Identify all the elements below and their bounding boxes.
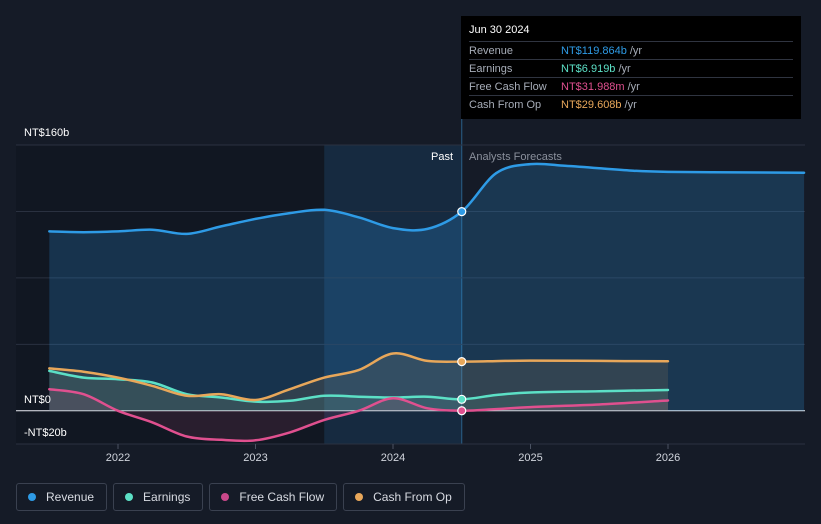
earnings-marker bbox=[457, 394, 467, 404]
legend: Revenue Earnings Free Cash Flow Cash Fro… bbox=[16, 483, 465, 511]
x-tick-label: 2024 bbox=[381, 452, 405, 464]
cash-from-op-line bbox=[48, 352, 670, 402]
y-axis-bottom-label: -NT$20b bbox=[24, 427, 67, 439]
tooltip-row-cash-from-op: Cash From Op NT$29.608b /yr bbox=[469, 95, 793, 113]
legend-label: Revenue bbox=[46, 490, 95, 504]
revenue-dot-icon bbox=[28, 493, 36, 501]
tooltip-label: Revenue bbox=[469, 44, 514, 57]
cash-from-op-dot-icon bbox=[355, 493, 364, 501]
tooltip-unit: /yr bbox=[629, 44, 643, 57]
series-lines bbox=[48, 162, 806, 443]
tooltip-label: Earnings bbox=[469, 62, 513, 75]
legend-label: Earnings bbox=[143, 490, 191, 504]
grid-lines bbox=[16, 144, 805, 445]
hover-markers bbox=[457, 207, 467, 416]
earnings-area bbox=[49, 370, 669, 411]
legend-item-cash-from-op[interactable]: Cash From Op bbox=[343, 483, 465, 511]
tooltip-value: NT$6.919b bbox=[561, 62, 616, 75]
legend-label: Cash From Op bbox=[373, 490, 452, 504]
tooltip-row-free-cash-flow: Free Cash Flow NT$31.988m /yr bbox=[469, 77, 793, 95]
tooltip-value: NT$119.864b bbox=[561, 44, 627, 57]
x-tick-label: 2026 bbox=[656, 452, 680, 464]
x-tick-label: 2025 bbox=[518, 452, 542, 464]
tooltip-value: NT$31.988m bbox=[561, 80, 625, 93]
x-axis-ticks: 2022 2023 2024 2025 2026 bbox=[106, 444, 680, 464]
legend-label: Free Cash Flow bbox=[239, 490, 325, 504]
tooltip-label: Cash From Op bbox=[469, 98, 542, 111]
revenue-marker bbox=[457, 207, 467, 217]
legend-item-free-cash-flow[interactable]: Free Cash Flow bbox=[209, 483, 338, 511]
earnings-line bbox=[48, 369, 670, 404]
recent-highlight-band bbox=[324, 145, 462, 444]
y-axis-top-label: NT$160b bbox=[24, 127, 69, 139]
tooltip-unit: /yr bbox=[627, 80, 640, 93]
tooltip-value: NT$29.608b bbox=[561, 98, 622, 111]
free-cash-flow-marker bbox=[457, 406, 467, 416]
y-axis-zero-label: NT$0 bbox=[24, 394, 51, 406]
tooltip: Jun 30 2024 Revenue NT$119.864b /yr Earn… bbox=[461, 16, 801, 119]
tooltip-row-revenue: Revenue NT$119.864b /yr bbox=[469, 41, 793, 59]
tooltip-label: Free Cash Flow bbox=[469, 80, 547, 93]
background-bands bbox=[16, 16, 463, 444]
past-label: Past bbox=[431, 151, 453, 163]
tooltip-date: Jun 30 2024 bbox=[469, 24, 530, 36]
free-cash-flow-line bbox=[48, 387, 670, 443]
earnings-dot-icon bbox=[125, 493, 134, 501]
tooltip-unit: /yr bbox=[624, 98, 637, 111]
past-band bbox=[16, 145, 325, 444]
axis-labels: NT$160b NT$0 -NT$20b Past Analysts Forec… bbox=[24, 127, 562, 439]
forecast-label: Analysts Forecasts bbox=[469, 151, 562, 163]
x-tick-label: 2022 bbox=[106, 452, 130, 464]
tooltip-unit: /yr bbox=[618, 62, 631, 75]
cash-from-op-marker bbox=[457, 357, 467, 367]
revenue-line bbox=[48, 162, 806, 236]
free-cash-flow-area bbox=[49, 389, 669, 441]
x-tick-label: 2023 bbox=[243, 452, 267, 464]
revenue-area bbox=[49, 163, 805, 411]
free-cash-flow-dot-icon bbox=[221, 493, 230, 501]
tooltip-row-earnings: Earnings NT$6.919b /yr bbox=[469, 59, 793, 77]
legend-item-earnings[interactable]: Earnings bbox=[113, 483, 204, 511]
legend-item-revenue[interactable]: Revenue bbox=[16, 483, 108, 511]
